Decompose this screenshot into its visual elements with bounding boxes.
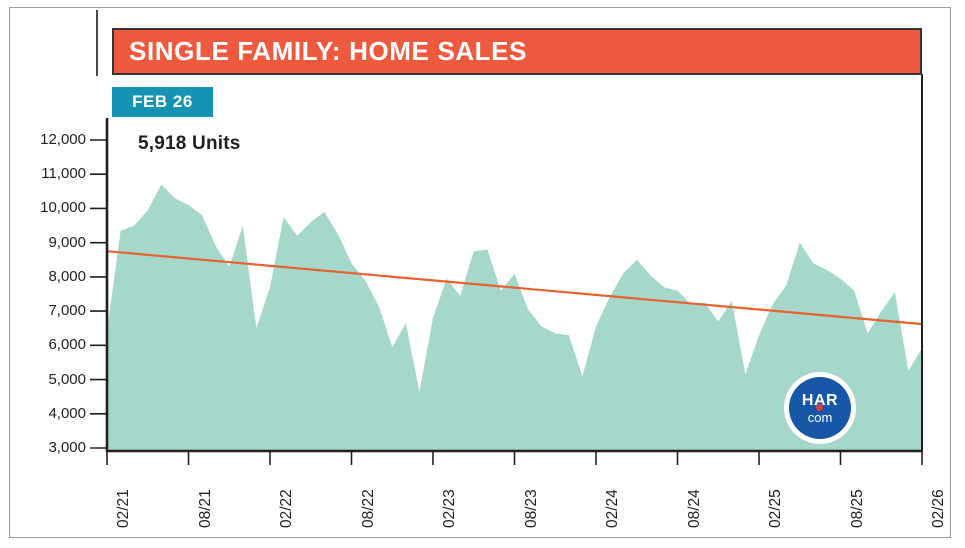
x-tick-label: 08/23: [522, 489, 540, 528]
y-tick-label: 7,000: [48, 302, 86, 320]
y-tick-label: 10,000: [40, 199, 86, 217]
y-tick-label: 9,000: [48, 233, 86, 251]
frame-left-segment: [96, 10, 98, 76]
logo-red-dot-icon: [816, 404, 823, 411]
y-tick-label: 4,000: [48, 404, 86, 422]
sales-area-series: [107, 184, 922, 450]
x-tick-label: 08/22: [359, 489, 377, 528]
x-tick-label: 08/25: [848, 489, 866, 528]
y-tick-label: 3,000: [48, 439, 86, 456]
y-tick-label: 12,000: [40, 131, 86, 148]
x-tick-label: 08/24: [685, 489, 703, 528]
title-emphasis: HOME SALES: [349, 36, 528, 66]
x-tick-label: 02/23: [441, 489, 458, 528]
y-tick-label: 5,000: [48, 370, 86, 388]
month-badge-label: FEB 26: [132, 92, 193, 111]
page-title: SINGLE FAMILY: HOME SALES: [129, 36, 527, 67]
title-prefix: SINGLE FAMILY:: [129, 36, 342, 66]
logo-text-har: HAR: [801, 391, 839, 409]
y-tick-label: 6,000: [48, 336, 86, 354]
x-tick-label: 02/24: [604, 489, 621, 528]
har-com-logo-circle: HAR com: [789, 377, 851, 439]
x-tick-label: 02/22: [278, 489, 295, 528]
x-tick-label: 08/21: [196, 489, 214, 528]
title-banner: SINGLE FAMILY: HOME SALES: [112, 28, 922, 75]
har-com-logo: HAR com: [784, 372, 856, 444]
logo-text-com: com: [807, 409, 833, 425]
trend-line: [106, 250, 923, 326]
y-tick-label: 8,000: [48, 267, 86, 285]
latest-value-label: 5,918 Units: [138, 133, 241, 154]
x-tick-label: 02/26: [930, 489, 947, 528]
month-badge: FEB 26: [112, 87, 213, 117]
y-tick-label: 11,000: [41, 165, 86, 183]
x-tick-label: 02/25: [767, 489, 784, 528]
x-tick-label: 02/21: [115, 489, 132, 528]
